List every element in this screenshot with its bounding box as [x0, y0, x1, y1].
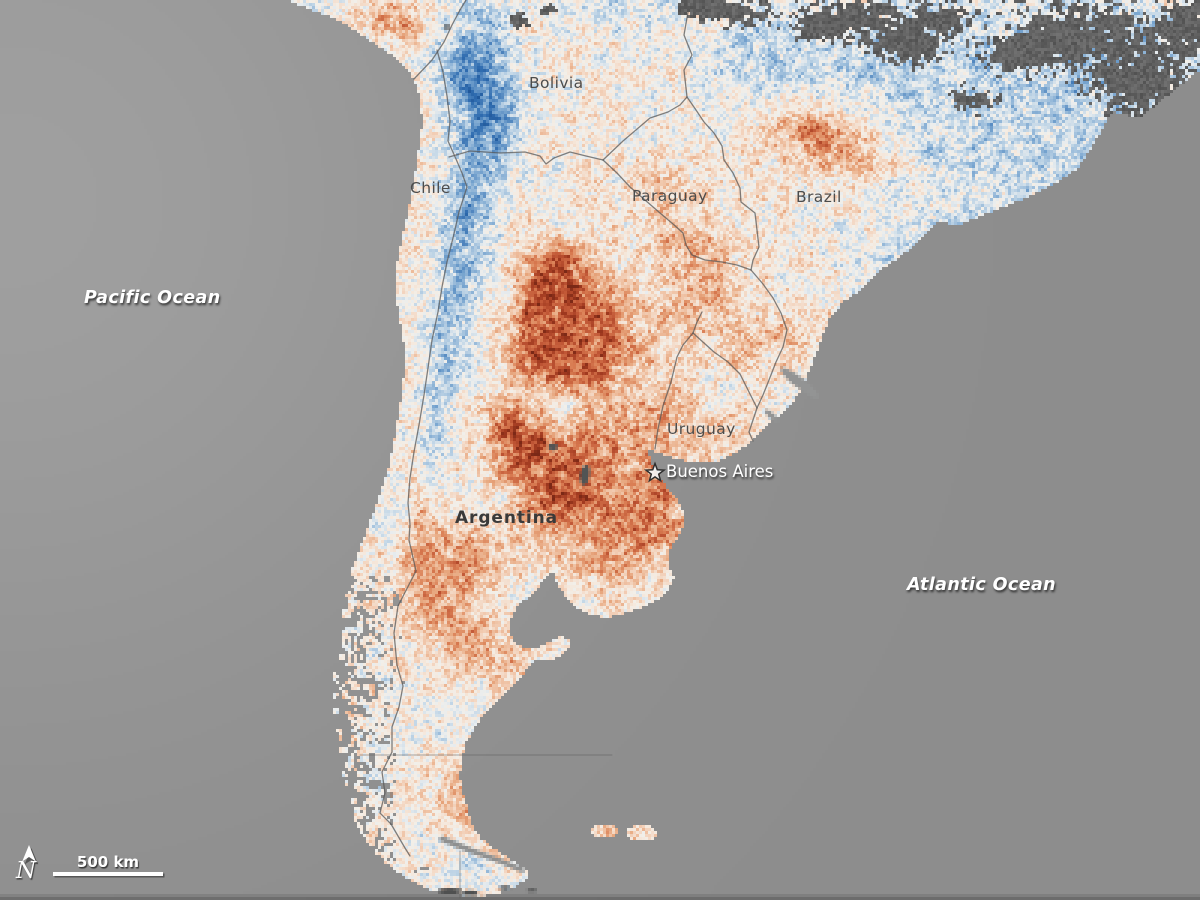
scale-bar	[53, 872, 165, 878]
city-label-buenos-aires: Buenos Aires	[666, 462, 774, 481]
country-label-uruguay: Uruguay	[667, 420, 736, 438]
country-label-bolivia: Bolivia	[529, 74, 584, 92]
north-arrow-icon	[22, 845, 39, 865]
buenos-aires-star-icon	[643, 461, 667, 483]
scale-bar-label: 500 km	[76, 853, 140, 871]
country-borders	[359, 0, 788, 899]
country-label-chile: Chile	[410, 179, 451, 197]
ocean-label-pacific: Pacific Ocean	[84, 288, 221, 308]
country-label-paraguay: Paraguay	[632, 187, 708, 205]
north-label: N	[16, 858, 37, 884]
ocean-label-atlantic: Atlantic Ocean	[907, 575, 1057, 595]
country-label-brazil: Brazil	[796, 188, 842, 206]
country-label-argentina: Argentina	[455, 508, 558, 528]
